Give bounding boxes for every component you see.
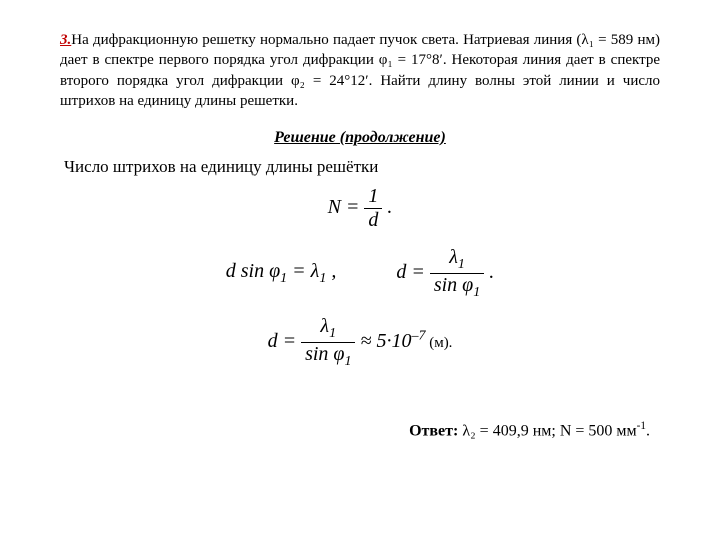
formula-dsin: d sin φ1 = λ1 , xyxy=(226,260,337,287)
f2a-after: = λ xyxy=(287,260,319,282)
f2b-left: d = xyxy=(396,261,430,283)
solution-title: Решение (продолжение) xyxy=(60,129,660,147)
answer-exp: -1 xyxy=(637,420,646,432)
f3-top: λ xyxy=(320,315,329,337)
f3-top-sub: 1 xyxy=(329,326,336,341)
answer-dot: . xyxy=(646,422,650,439)
f2a-comma: , xyxy=(326,260,336,282)
f2b-bot-sub: 1 xyxy=(473,285,480,300)
unit-m: (м). xyxy=(425,335,452,351)
f3-bot-sub: 1 xyxy=(344,354,351,369)
f3-exp: –7 xyxy=(411,328,425,343)
f1-frac: 1 d xyxy=(364,185,382,232)
answer-line: Ответ: λ₂ = 409,9 нм; N = 500 мм-1. xyxy=(60,420,660,440)
f1-dot: . xyxy=(382,196,392,218)
problem-statement: 3.На дифракционную решетку нормально пад… xyxy=(60,30,660,111)
problem-number: 3. xyxy=(60,32,71,48)
formula-n: N = 1 d . xyxy=(60,185,660,232)
f1-eq: = xyxy=(341,196,365,218)
f2b-top-sub: 1 xyxy=(458,257,465,272)
answer-label: Ответ: xyxy=(409,422,462,439)
f3-bot: sin φ xyxy=(305,343,344,365)
solution-line: Число штрихов на единицу длины решётки xyxy=(60,157,660,177)
f3-frac: λ1 sin φ1 xyxy=(301,315,355,370)
formula-result: d = λ1 sin φ1 ≈ 5·10–7 (м). xyxy=(60,315,660,370)
formula-row2: d sin φ1 = λ1 , d = λ1 sin φ1 . xyxy=(60,246,660,301)
f2b-top: λ xyxy=(449,246,458,268)
f3-left: d = xyxy=(268,330,302,352)
f1-top: 1 xyxy=(364,185,382,208)
f2a: d sin φ xyxy=(226,260,280,282)
problem-text: На дифракционную решетку нормально падае… xyxy=(60,32,660,109)
answer-val: λ₂ = 409,9 нм; N = 500 мм xyxy=(462,422,636,439)
f2b-bot: sin φ xyxy=(434,274,473,296)
f2b-dot: . xyxy=(484,261,494,283)
f2b-frac: λ1 sin φ1 xyxy=(430,246,484,301)
f3-approx: ≈ 5·10 xyxy=(355,330,411,352)
f1-left: N xyxy=(328,196,341,218)
formula-d-frac: d = λ1 sin φ1 . xyxy=(396,246,494,301)
f1-bot: d xyxy=(364,208,382,232)
